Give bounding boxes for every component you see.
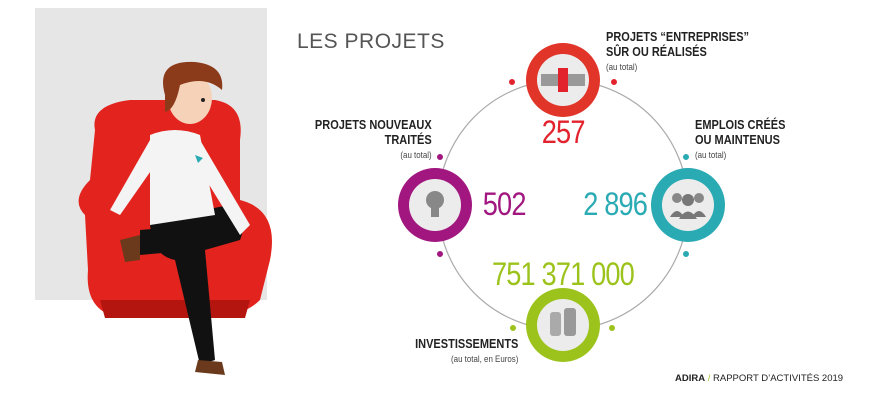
stat-nouveaux-value: 502 <box>482 186 527 222</box>
coins-icon <box>526 288 600 362</box>
label-sub: (au total) <box>400 150 432 160</box>
label-line: EMPLOIS CRÉÉS <box>695 118 786 132</box>
footer-text: RAPPORT D’ACTIVITÉS 2019 <box>713 373 844 384</box>
label-line: PROJETS “ENTREPRISES” <box>606 30 750 44</box>
stat-entreprises-label: PROJETS “ENTREPRISES” SÛR OU RÉALISÉS (a… <box>606 30 749 75</box>
puzzle-icon <box>526 43 600 117</box>
footer: ADIRA / RAPPORT D’ACTIVITÉS 2019 <box>675 373 843 384</box>
label-line: OU MAINTENUS <box>695 133 780 147</box>
footer-separator: / <box>707 373 711 384</box>
label-line: TRAITÉS <box>384 133 432 147</box>
stat-investissements-value: 751 371 000 <box>492 256 635 292</box>
stat-nouveaux-label: PROJETS NOUVEAUX TRAITÉS (au total) <box>315 118 432 163</box>
label-line: PROJETS NOUVEAUX <box>315 118 432 132</box>
stat-emplois-value: 2 896 <box>583 186 648 222</box>
footer-brand: ADIRA <box>675 373 706 384</box>
lightbulb-icon <box>398 168 472 242</box>
stat-investissements-label: INVESTISSEMENTS (au total, en Euros) <box>415 337 518 367</box>
label-sub: (au total, en Euros) <box>450 354 518 364</box>
label-line: SÛR OU RÉALISÉS <box>606 45 707 59</box>
label-line: INVESTISSEMENTS <box>414 337 518 351</box>
label-sub: (au total) <box>606 62 638 72</box>
stat-emplois-label: EMPLOIS CRÉÉS OU MAINTENUS (au total) <box>695 118 785 163</box>
stat-entreprises-value: 257 <box>541 114 586 150</box>
woman-in-armchair-illustration <box>35 8 272 375</box>
page-title: LES PROJETS <box>297 30 445 53</box>
label-sub: (au total) <box>695 150 727 160</box>
people-icon <box>651 168 725 242</box>
connector-dots <box>435 77 691 333</box>
